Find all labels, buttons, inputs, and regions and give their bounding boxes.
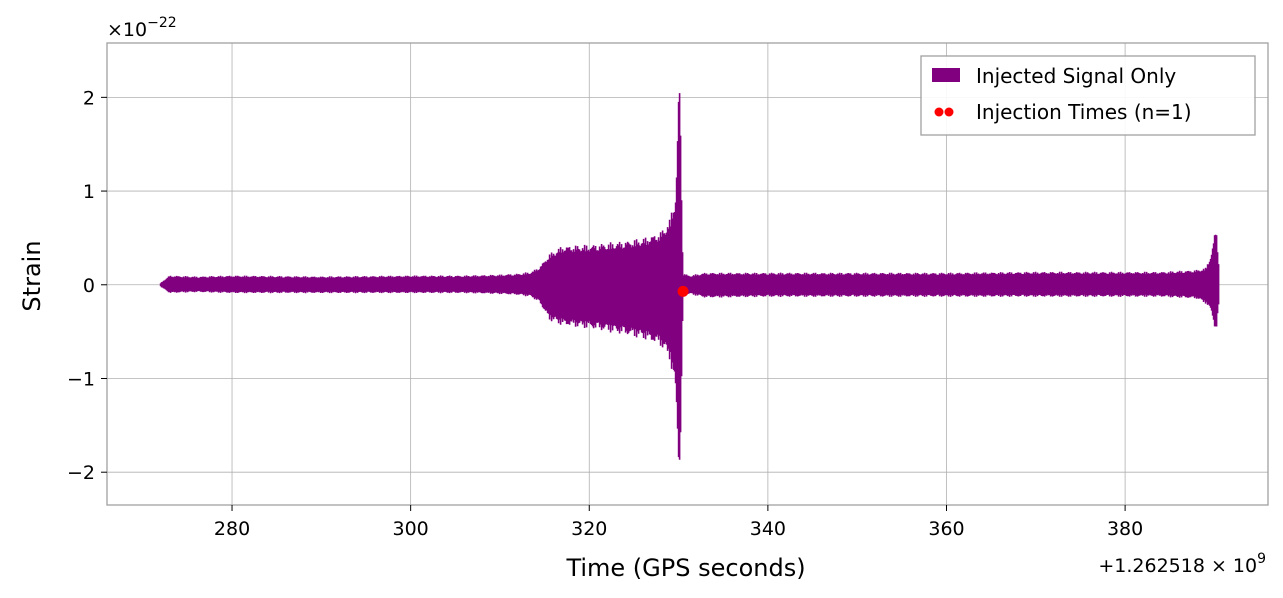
y-scale-label: ×10−22: [107, 15, 177, 41]
y-tick-label: 2: [83, 87, 95, 109]
x-offset-label: +1.262518 × 109: [1098, 551, 1266, 577]
x-tick-label: 320: [571, 518, 607, 540]
y-tick-label: 0: [83, 275, 95, 297]
x-axis-ticks: 280 300 320 340 360 380: [214, 505, 1143, 540]
injection-point: [677, 285, 689, 297]
legend-swatch-signal: [932, 68, 960, 82]
legend-label-signal: Injected Signal Only: [976, 64, 1176, 88]
legend-marker-injection-1: [934, 107, 944, 117]
y-axis-label: Strain: [18, 240, 46, 311]
y-axis-ticks: −2 −1 0 1 2: [67, 87, 107, 484]
legend-marker-injection-2: [944, 107, 954, 117]
x-tick-label: 300: [393, 518, 429, 540]
x-tick-label: 360: [928, 518, 964, 540]
x-axis-label: Time (GPS seconds): [565, 554, 805, 582]
x-tick-label: 340: [750, 518, 786, 540]
y-tick-label: −1: [67, 368, 95, 390]
legend-label-injection: Injection Times (n=1): [976, 100, 1192, 124]
y-tick-label: 1: [83, 181, 95, 203]
x-tick-label: 280: [214, 518, 250, 540]
y-tick-label: −2: [67, 462, 95, 484]
x-offset-exponent: 9: [1257, 551, 1266, 567]
y-scale-exponent: −22: [147, 15, 177, 31]
signal-trace: [159, 93, 1220, 460]
legend: Injected Signal Only Injection Times (n=…: [920, 55, 1256, 136]
plot-frame: [106, 42, 1269, 506]
x-tick-label: 380: [1107, 518, 1143, 540]
legend-box: [920, 55, 1256, 136]
signal-series: [159, 93, 1220, 460]
injection-points: [677, 285, 689, 297]
